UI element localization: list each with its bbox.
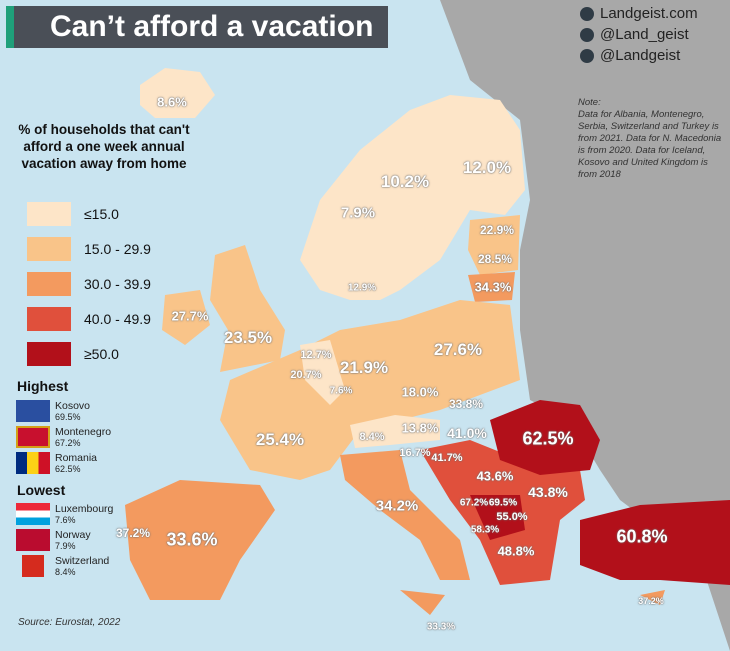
lowlands bbox=[300, 340, 345, 405]
uk bbox=[210, 245, 285, 372]
flag bbox=[16, 503, 50, 525]
romania bbox=[490, 400, 600, 475]
map-label: 10.2% bbox=[380, 172, 430, 191]
flag bbox=[16, 452, 50, 474]
map-label: 33.3% bbox=[426, 621, 456, 633]
map-label: 8.4% bbox=[359, 431, 385, 443]
map-label: 16.7% bbox=[399, 447, 431, 459]
map-label: 37.2% bbox=[638, 596, 664, 606]
iceland bbox=[140, 68, 215, 118]
map-label: 43.8% bbox=[528, 484, 568, 500]
lithuania bbox=[468, 272, 515, 302]
map-label: 67.2% bbox=[459, 497, 489, 509]
rank-value: 67.2% bbox=[55, 438, 81, 448]
map-label: 21.9% bbox=[339, 358, 389, 377]
map-label: 7.9% bbox=[340, 204, 376, 222]
map-label: 12.7% bbox=[300, 349, 332, 361]
map-label: 8.6% bbox=[157, 94, 187, 110]
russia-east bbox=[440, 0, 730, 651]
flag bbox=[16, 529, 50, 551]
italy bbox=[340, 450, 470, 615]
cyprus bbox=[640, 590, 665, 605]
map-label: 12.0% bbox=[462, 158, 512, 177]
map-label: 34.3% bbox=[474, 279, 512, 295]
legend-label: ≤15.0 bbox=[84, 206, 119, 222]
rank-value: 69.5% bbox=[55, 412, 81, 422]
map-label: 27.6% bbox=[433, 340, 483, 359]
instagram: @Land_geist bbox=[600, 26, 689, 43]
rank-value: 8.4% bbox=[55, 567, 76, 577]
map-label: 33.6% bbox=[166, 529, 218, 550]
flag bbox=[22, 555, 44, 577]
rank-name: Switzerland bbox=[55, 555, 110, 567]
rank-name: Montenegro bbox=[55, 426, 112, 438]
scandinavia bbox=[300, 95, 525, 300]
turkey bbox=[580, 500, 730, 585]
rank-value: 7.9% bbox=[55, 541, 76, 551]
website: Landgeist.com bbox=[600, 5, 698, 22]
note: Note: Data for Albania, Montenegro, Serbi… bbox=[578, 97, 728, 181]
map-label: 25.4% bbox=[255, 430, 305, 449]
rank-name: Kosovo bbox=[55, 400, 91, 412]
central bbox=[220, 300, 520, 480]
map-label: 58.3% bbox=[470, 524, 500, 536]
map-label: 33.8% bbox=[448, 397, 484, 411]
note-heading: Note: bbox=[578, 97, 601, 108]
source: Source: Eurostat, 2022 bbox=[18, 617, 121, 628]
iberia bbox=[125, 480, 275, 600]
web-icon bbox=[580, 7, 594, 21]
legend-label: ≥50.0 bbox=[84, 346, 119, 362]
baltics bbox=[468, 215, 520, 275]
legend-swatch bbox=[27, 202, 71, 226]
map-label: 7.6% bbox=[329, 385, 353, 397]
map-label: 60.8% bbox=[616, 526, 668, 547]
flag bbox=[16, 400, 50, 422]
rank-name: Luxembourg bbox=[55, 503, 114, 515]
kosovo-region bbox=[470, 495, 525, 540]
map-label: 69.5% bbox=[488, 497, 518, 509]
map-label: 13.8% bbox=[401, 420, 439, 436]
map-label: 41.0% bbox=[447, 425, 487, 441]
rank-name: Norway bbox=[55, 529, 91, 541]
map-label: 41.7% bbox=[431, 452, 463, 464]
legend-label: 40.0 - 49.9 bbox=[84, 311, 151, 327]
title: Can’t afford a vacation bbox=[6, 6, 388, 48]
swiss-austria bbox=[350, 415, 440, 448]
map-label: 12.9% bbox=[347, 282, 377, 294]
map-label: 37.2% bbox=[115, 526, 151, 540]
ireland bbox=[162, 290, 210, 345]
map-label: 23.5% bbox=[223, 328, 273, 347]
rank-value: 62.5% bbox=[55, 464, 81, 474]
lowest-heading: Lowest bbox=[17, 482, 66, 498]
map-label: 55.0% bbox=[496, 511, 528, 523]
map-label: 20.7% bbox=[290, 369, 322, 381]
map-label: 28.5% bbox=[477, 252, 513, 266]
legend-swatch bbox=[27, 342, 71, 366]
flag bbox=[16, 426, 50, 448]
map-label: 18.0% bbox=[401, 384, 439, 400]
note-text: Data for Albania, Montenegro, Serbia, Sw… bbox=[578, 109, 722, 180]
map-label: 62.5% bbox=[522, 428, 574, 449]
map-label: 48.8% bbox=[497, 543, 535, 559]
map-label: 22.9% bbox=[479, 223, 515, 237]
map-label: 34.2% bbox=[375, 497, 419, 515]
instagram-icon bbox=[580, 28, 594, 42]
rank-value: 7.6% bbox=[55, 515, 76, 525]
twitter: @Landgeist bbox=[600, 47, 681, 64]
twitter-icon bbox=[580, 49, 594, 63]
legend-swatch bbox=[27, 307, 71, 331]
map-label: 43.6% bbox=[476, 468, 514, 484]
legend-swatch bbox=[27, 237, 71, 261]
legend-label: 30.0 - 39.9 bbox=[84, 276, 151, 292]
legend-swatch bbox=[27, 272, 71, 296]
legend-title: % of households that can't afford a one … bbox=[18, 122, 190, 171]
map-label: 27.7% bbox=[171, 308, 209, 324]
legend-label: 15.0 - 29.9 bbox=[84, 241, 151, 257]
rank-name: Romania bbox=[55, 452, 98, 464]
highest-heading: Highest bbox=[17, 378, 69, 394]
